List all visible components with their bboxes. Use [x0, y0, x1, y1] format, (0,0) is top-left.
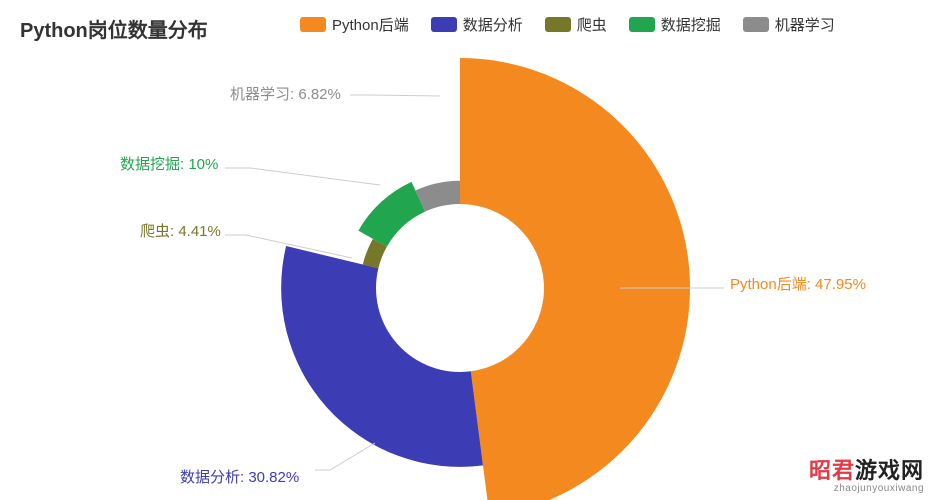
legend-label: 数据分析 — [463, 14, 523, 35]
legend-label: Python后端 — [332, 14, 409, 35]
legend-item[interactable]: 数据分析 — [431, 14, 523, 35]
watermark-main: 昭君游戏网 — [809, 460, 924, 482]
legend-label: 爬虫 — [577, 14, 607, 35]
chart-title: Python岗位数量分布 — [20, 14, 208, 43]
legend-item[interactable]: 数据挖掘 — [629, 14, 721, 35]
leader-line — [315, 443, 375, 470]
leader-line — [350, 95, 440, 96]
legend-swatch — [545, 17, 571, 32]
slice-label: 机器学习: 6.82% — [230, 83, 341, 104]
legend-swatch — [300, 17, 326, 32]
legend-item[interactable]: 机器学习 — [743, 14, 835, 35]
watermark-sub: zhaojunyouxiwang — [809, 484, 924, 494]
pie-slice[interactable] — [358, 182, 425, 247]
slice-label: 数据分析: 30.82% — [180, 466, 299, 487]
legend-item[interactable]: Python后端 — [300, 14, 409, 35]
legend-swatch — [629, 17, 655, 32]
rose-pie-chart: Python后端: 47.95%数据分析: 30.82%爬虫: 4.41%数据挖… — [0, 40, 936, 480]
slice-label: 数据挖掘: 10% — [120, 153, 218, 174]
legend: Python后端 数据分析 爬虫 数据挖掘 机器学习 — [300, 14, 835, 35]
legend-swatch — [743, 17, 769, 32]
slice-label: Python后端: 47.95% — [730, 273, 866, 294]
legend-label: 机器学习 — [775, 14, 835, 35]
pie-slice[interactable] — [460, 58, 690, 500]
pie-slice[interactable] — [281, 246, 483, 467]
legend-swatch — [431, 17, 457, 32]
watermark: 昭君游戏网 zhaojunyouxiwang — [809, 460, 924, 494]
legend-label: 数据挖掘 — [661, 14, 721, 35]
leader-line — [225, 168, 380, 185]
legend-item[interactable]: 爬虫 — [545, 14, 607, 35]
slice-label: 爬虫: 4.41% — [140, 220, 221, 241]
